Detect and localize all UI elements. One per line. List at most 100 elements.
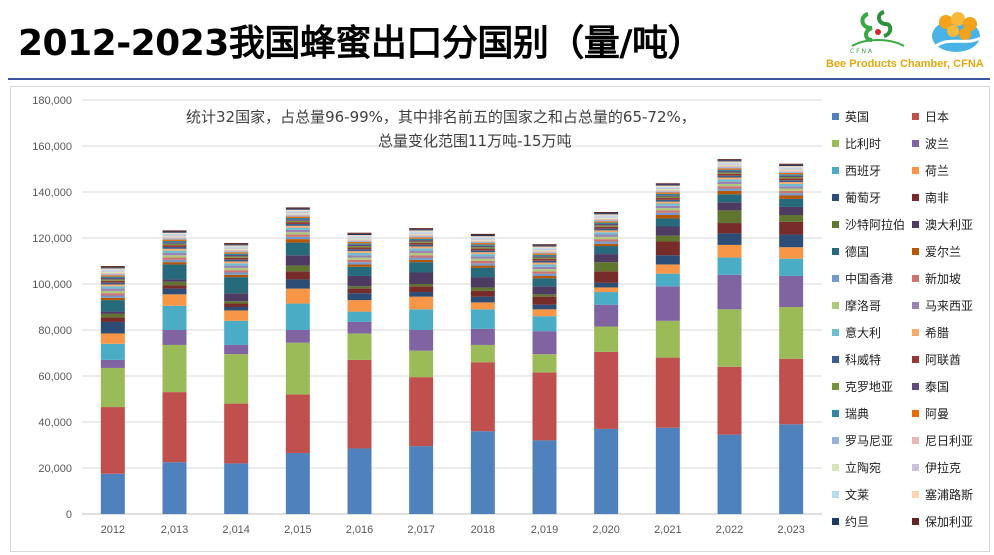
legend-entry: 保加利亚 xyxy=(912,513,973,530)
bar-segment xyxy=(409,232,434,234)
x-tick-label: 2,014 xyxy=(222,524,250,536)
bar-segment xyxy=(655,427,680,514)
bar-segment xyxy=(717,171,742,173)
bar-segment xyxy=(532,249,557,252)
bar-segment xyxy=(347,333,372,360)
bar-segment xyxy=(100,317,125,322)
page-title: 2012-2023我国蜂蜜出口分国别（量/吨） xyxy=(18,23,703,64)
bar-segment xyxy=(224,259,249,262)
bar-segment xyxy=(100,343,125,360)
bar-segment xyxy=(347,247,372,250)
legend-label: 西班牙 xyxy=(845,164,882,178)
bar-segment xyxy=(594,239,619,242)
legend-label: 泰国 xyxy=(925,380,950,394)
y-tick-label: 100,000 xyxy=(32,279,72,291)
bar-segment xyxy=(347,249,372,252)
bar-segment xyxy=(717,257,742,275)
bar-segment xyxy=(347,237,372,239)
bar-segment xyxy=(224,263,249,266)
bar-segment xyxy=(347,311,372,322)
bar-segment xyxy=(224,245,249,247)
bar-segment xyxy=(162,240,187,243)
bar-segment xyxy=(100,311,125,314)
bar-segment xyxy=(285,394,310,454)
bar-segment xyxy=(594,230,619,233)
bar-segment xyxy=(100,288,125,291)
bar-segment xyxy=(409,446,434,514)
bar-segment xyxy=(779,358,804,425)
bar-segment xyxy=(224,255,249,257)
legend-label: 立陶宛 xyxy=(845,461,882,475)
bar-segment xyxy=(779,174,804,176)
bar-segment xyxy=(162,242,187,244)
bar-segment xyxy=(285,207,310,209)
bar-segment xyxy=(779,186,804,189)
bar-segment xyxy=(409,231,434,233)
bar-segment xyxy=(162,305,187,330)
legend-swatch xyxy=(912,167,919,174)
bar-segment xyxy=(779,177,804,179)
legend-label: 中国香港 xyxy=(845,272,894,286)
bar-segment xyxy=(100,272,125,275)
bar-segment xyxy=(224,274,249,278)
bar-segment xyxy=(100,313,125,318)
legend-entry: 新加坡 xyxy=(912,270,961,287)
bar-segment xyxy=(717,366,742,435)
bar-segment xyxy=(594,236,619,240)
bar-segment xyxy=(162,250,187,253)
bar-segment xyxy=(347,262,372,265)
bar-segment xyxy=(532,253,557,255)
bar-segment xyxy=(779,188,804,191)
bar-segment xyxy=(409,230,434,232)
legend-label: 马来西亚 xyxy=(925,299,974,313)
org-caption: Bee Products Chamber, CFNA xyxy=(826,58,984,70)
bar-segment xyxy=(347,241,372,244)
bar-segment xyxy=(655,186,680,188)
legend-entry: 比利时 xyxy=(832,135,881,152)
legend-swatch xyxy=(912,113,919,120)
legend-label: 葡萄牙 xyxy=(845,191,882,205)
bar-segment xyxy=(470,256,495,259)
legend-entry: 尼日利亚 xyxy=(912,432,973,449)
bar-segment xyxy=(224,354,249,404)
bar-segment xyxy=(100,280,125,283)
bar-segment xyxy=(224,257,249,260)
bar-segment xyxy=(594,254,619,263)
bar-segment xyxy=(594,214,619,216)
legend-entry: 日本 xyxy=(912,108,949,125)
bar-segment xyxy=(162,230,187,232)
legend-swatch xyxy=(832,329,839,336)
bar-segment xyxy=(224,253,249,256)
bar-segment xyxy=(717,159,742,161)
legend-entry: 塞浦路斯 xyxy=(912,486,973,503)
bar-segment xyxy=(100,266,125,268)
bar-segment xyxy=(100,270,125,272)
bar-segment xyxy=(655,187,680,190)
bar-segment xyxy=(224,265,249,268)
bar-segment xyxy=(655,191,680,193)
bar-segment xyxy=(162,392,187,463)
bar-segment xyxy=(717,168,742,170)
bar-segment xyxy=(162,344,187,393)
bar-segment xyxy=(224,307,249,311)
x-tick-label: 2018 xyxy=(471,524,495,536)
bar-segment xyxy=(409,259,434,263)
y-tick-label: 140,000 xyxy=(32,187,72,199)
bar-segment xyxy=(285,212,310,214)
bar-segment xyxy=(162,279,187,282)
bar-segment xyxy=(409,250,434,253)
bar-segment xyxy=(285,220,310,223)
bar-segment xyxy=(779,169,804,171)
bar-segment xyxy=(100,286,125,289)
bar-segment xyxy=(594,326,619,352)
bar-segment xyxy=(162,330,187,345)
x-tick-label: 2,016 xyxy=(346,524,374,536)
bar-segment xyxy=(779,182,804,184)
bar-segment xyxy=(162,255,187,258)
bar-segment xyxy=(100,269,125,271)
cfna-logo: C F N A xyxy=(850,10,905,54)
legend-swatch xyxy=(912,329,919,336)
bar-segment xyxy=(224,252,249,254)
bar-segment xyxy=(409,240,434,242)
bar-segment xyxy=(285,209,310,211)
